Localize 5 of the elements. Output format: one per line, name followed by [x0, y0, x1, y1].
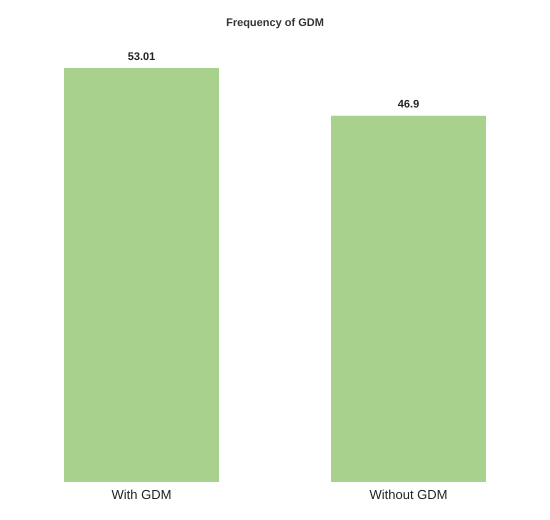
- data-label: 46.9: [398, 98, 420, 111]
- x-tick-label: With GDM: [112, 487, 172, 502]
- chart-title: Frequency of GDM: [225, 16, 325, 31]
- x-tick-label: Without GDM: [369, 487, 448, 502]
- data-label: 53.01: [128, 51, 156, 63]
